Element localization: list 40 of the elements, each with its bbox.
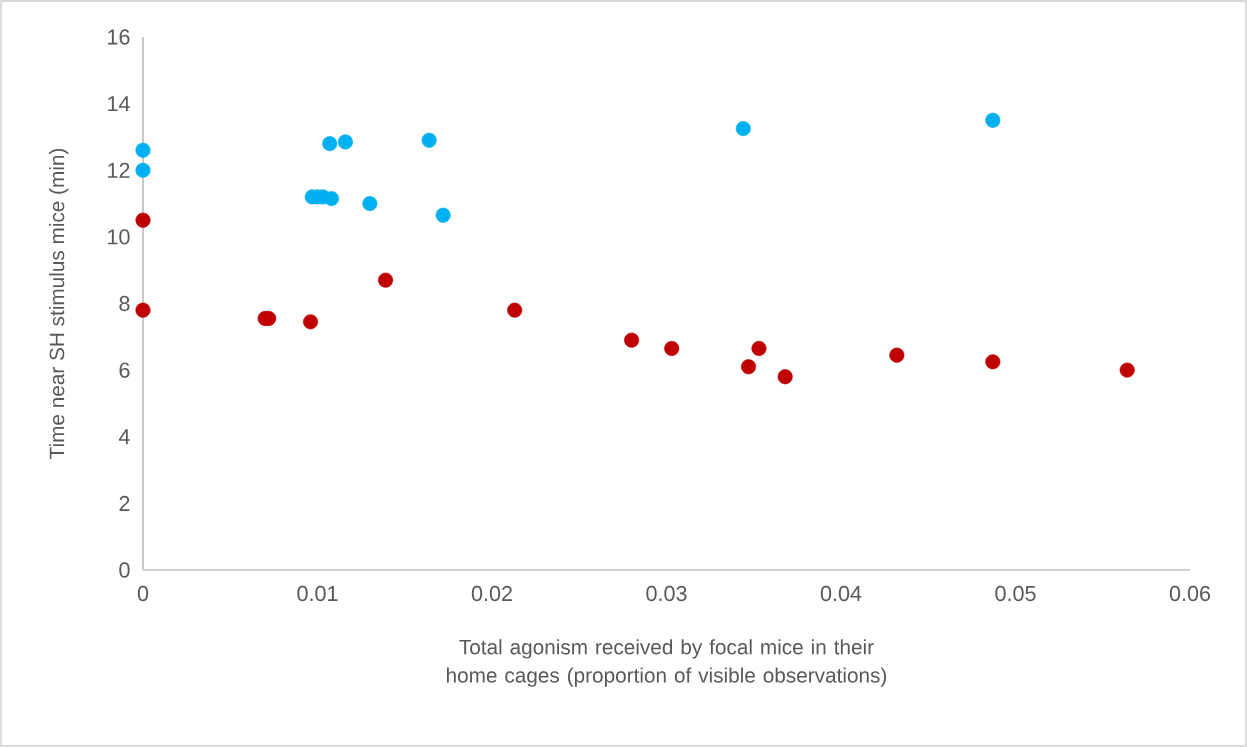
y-axis-title: Time near SH stimulus mice (min) bbox=[49, 148, 69, 459]
point bbox=[751, 340, 767, 356]
point bbox=[337, 134, 353, 150]
x-tick-label: 0.04 bbox=[820, 585, 862, 602]
y-tick-label: 8 bbox=[119, 295, 130, 312]
y-tick-label: 6 bbox=[119, 362, 130, 378]
point bbox=[741, 359, 757, 375]
point bbox=[507, 302, 523, 318]
x-tick-label: 0.01 bbox=[297, 585, 338, 602]
point bbox=[624, 332, 640, 348]
x-axis-title: Total agonism received by focal mice in their home cages (proportion of visible observations) bbox=[447, 639, 887, 687]
x-tick-label: 0.05 bbox=[995, 585, 1036, 602]
y-tick-label: 14 bbox=[108, 96, 130, 112]
point bbox=[135, 302, 151, 318]
point bbox=[664, 340, 680, 356]
point bbox=[1119, 362, 1135, 378]
point bbox=[435, 207, 451, 223]
point bbox=[303, 314, 319, 330]
x-tick-label: 0.03 bbox=[646, 585, 687, 602]
y-tick-label: 16 bbox=[108, 29, 130, 45]
point bbox=[378, 272, 394, 288]
point bbox=[777, 369, 793, 385]
point bbox=[135, 162, 151, 178]
point bbox=[135, 212, 151, 228]
point bbox=[735, 121, 751, 137]
point bbox=[362, 196, 378, 212]
x-tick-label: 0.06 bbox=[1169, 585, 1211, 602]
y-tick-label: 2 bbox=[119, 495, 130, 511]
x-tick-label: 0 bbox=[137, 585, 149, 602]
y-tick-label: 12 bbox=[108, 162, 130, 178]
point bbox=[135, 142, 151, 158]
y-tick-label: 0 bbox=[119, 562, 130, 578]
x-tick-label: 0.02 bbox=[471, 585, 512, 602]
point bbox=[985, 354, 1001, 370]
y-tick-label: 4 bbox=[118, 429, 130, 445]
point bbox=[322, 136, 338, 152]
point bbox=[889, 347, 905, 363]
y-tick-label: 10 bbox=[108, 229, 130, 245]
point bbox=[985, 112, 1001, 128]
point bbox=[421, 132, 437, 148]
